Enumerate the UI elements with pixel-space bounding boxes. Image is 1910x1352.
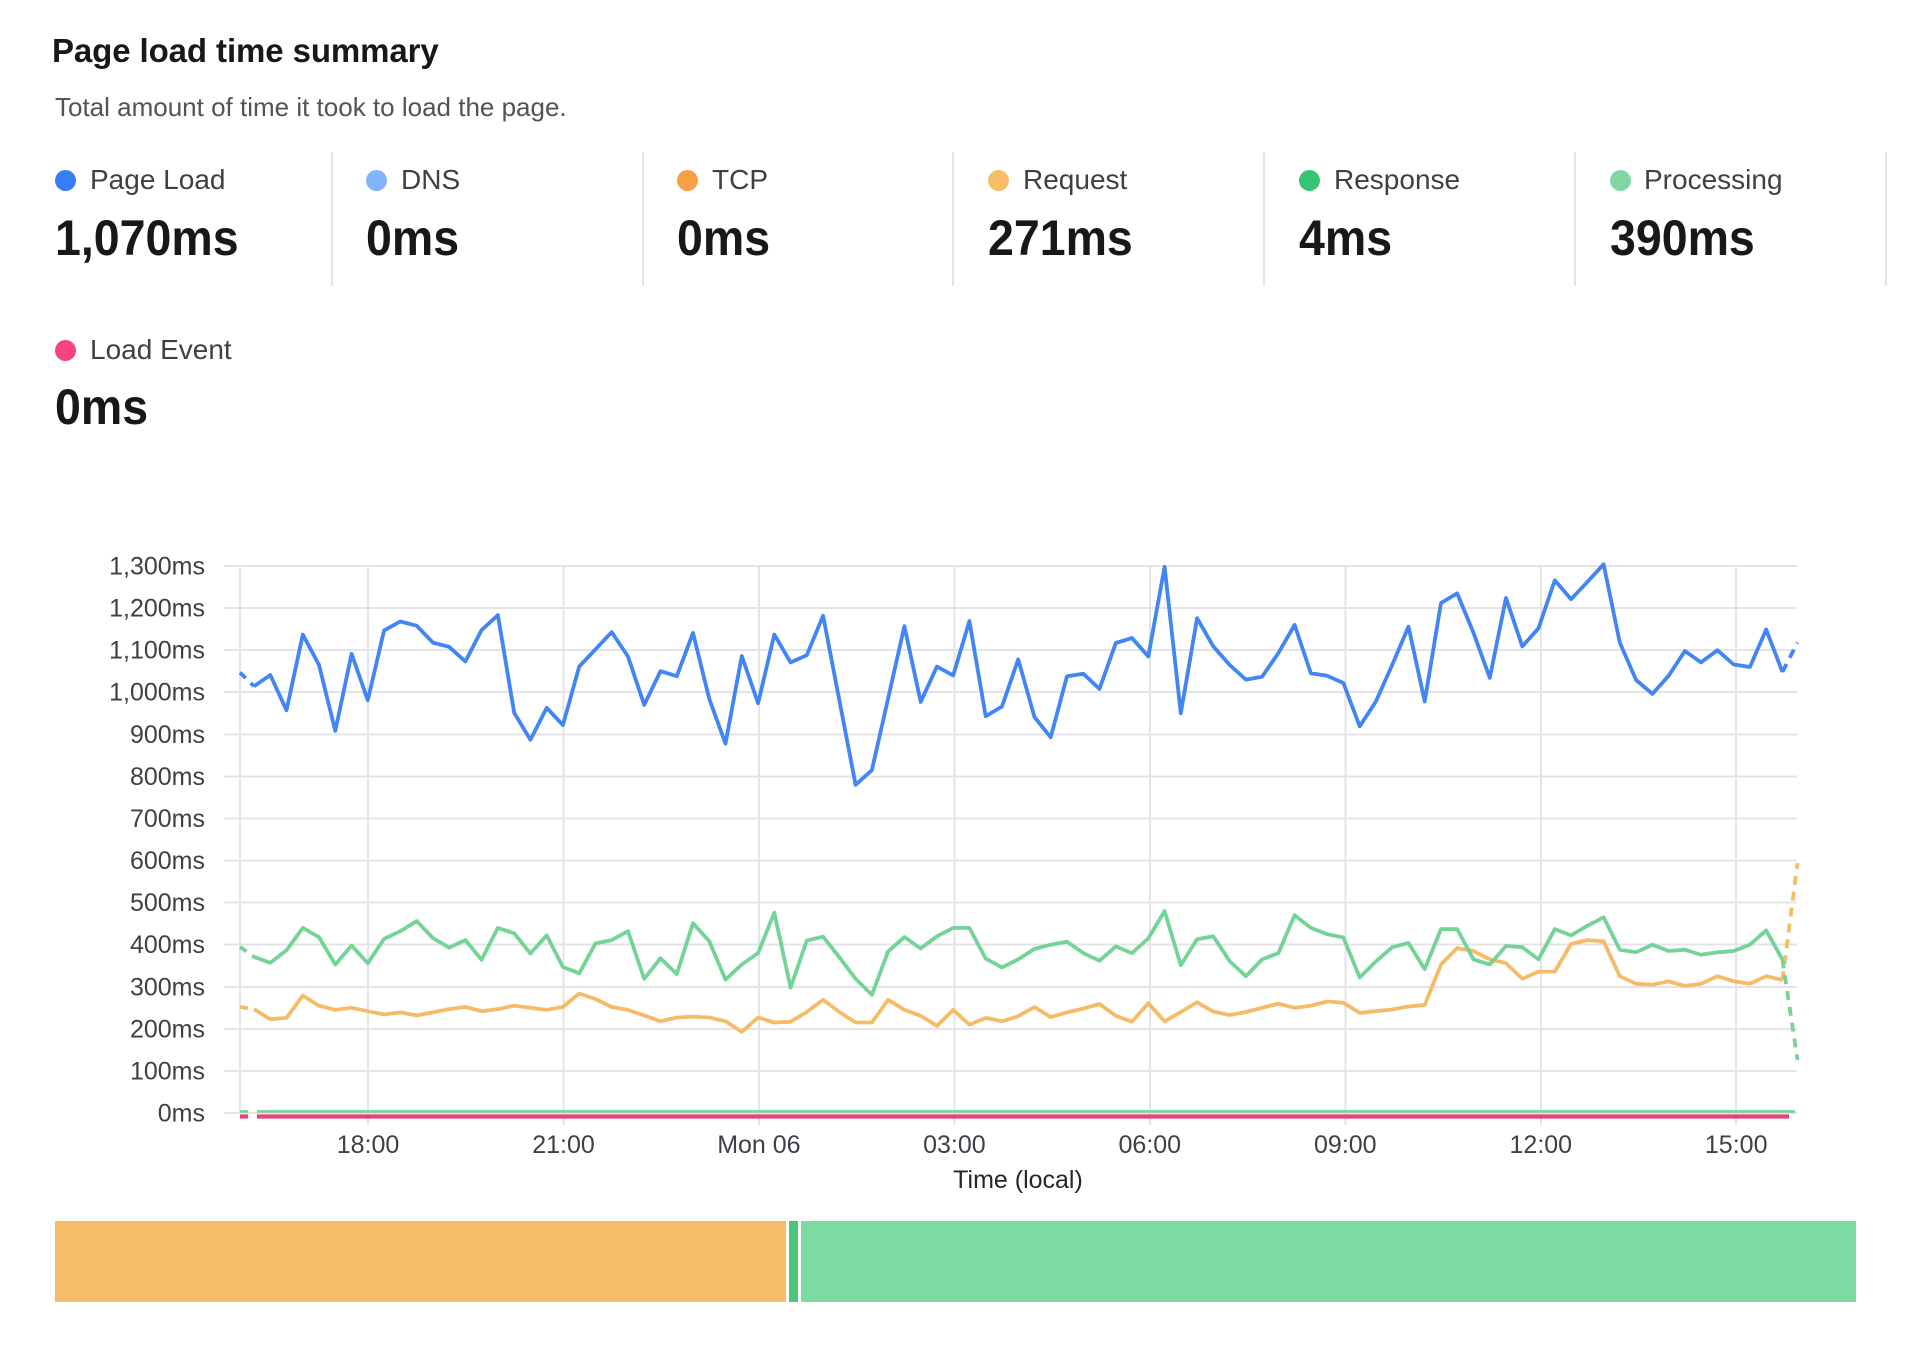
svg-text:1,000ms: 1,000ms [109,679,205,707]
svg-text:700ms: 700ms [130,805,205,833]
svg-text:900ms: 900ms [130,721,205,749]
svg-text:300ms: 300ms [130,973,205,1001]
svg-text:09:00: 09:00 [1314,1131,1377,1159]
svg-text:500ms: 500ms [130,889,205,917]
svg-text:800ms: 800ms [130,763,205,791]
svg-text:600ms: 600ms [130,847,205,875]
svg-text:03:00: 03:00 [923,1131,986,1159]
svg-text:1,100ms: 1,100ms [109,637,205,665]
svg-text:15:00: 15:00 [1705,1131,1768,1159]
svg-text:1,300ms: 1,300ms [109,553,205,581]
svg-text:Time (local): Time (local) [953,1166,1083,1194]
svg-text:12:00: 12:00 [1510,1131,1573,1159]
svg-text:200ms: 200ms [130,1015,205,1043]
svg-text:21:00: 21:00 [532,1131,595,1159]
svg-text:100ms: 100ms [130,1057,205,1085]
svg-text:0ms: 0ms [158,1100,205,1128]
svg-text:400ms: 400ms [130,931,205,959]
svg-text:18:00: 18:00 [337,1131,400,1159]
svg-text:06:00: 06:00 [1119,1131,1182,1159]
svg-text:Mon 06: Mon 06 [717,1131,800,1159]
svg-text:1,200ms: 1,200ms [109,595,205,623]
